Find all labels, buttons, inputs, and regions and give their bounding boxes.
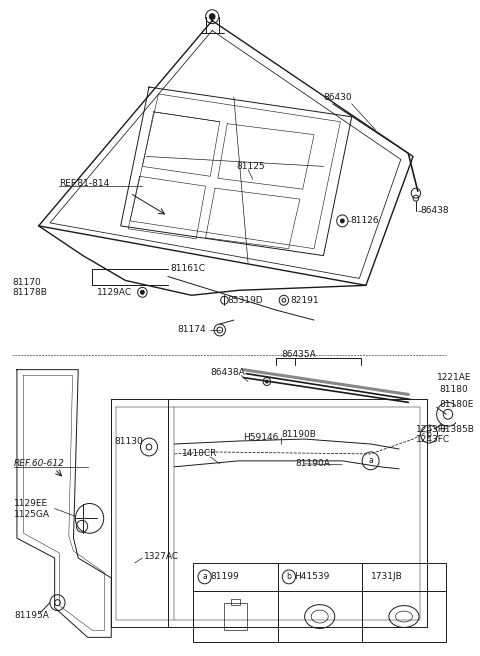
Ellipse shape	[396, 611, 412, 622]
Text: 81178B: 81178B	[12, 288, 47, 297]
Text: 1410CR: 1410CR	[182, 449, 217, 459]
Text: 81170: 81170	[12, 278, 41, 287]
Text: 86430: 86430	[324, 93, 352, 102]
Text: REF.81-814: REF.81-814	[60, 178, 109, 188]
Text: a: a	[202, 573, 207, 581]
Text: 81195A: 81195A	[14, 611, 49, 620]
Text: 86438A: 86438A	[210, 368, 245, 377]
Bar	[231, 599, 240, 605]
Text: 1125GA: 1125GA	[14, 510, 50, 519]
Text: 1243FF: 1243FF	[416, 424, 449, 434]
Text: 1243FC: 1243FC	[416, 434, 450, 443]
Text: 81130: 81130	[114, 436, 143, 445]
Text: 81180: 81180	[440, 385, 468, 394]
Text: 1221AE: 1221AE	[437, 373, 471, 382]
Text: 81199: 81199	[210, 573, 239, 581]
Bar	[224, 603, 247, 630]
Text: b: b	[287, 573, 291, 581]
Text: 81125: 81125	[237, 162, 265, 171]
Text: H41539: H41539	[295, 573, 330, 581]
Text: 81180E: 81180E	[440, 400, 474, 409]
Text: 81190A: 81190A	[295, 459, 330, 468]
Text: 82191: 82191	[290, 296, 319, 305]
Text: 81190B: 81190B	[281, 430, 316, 439]
Bar	[193, 563, 446, 642]
Text: 1731JB: 1731JB	[371, 573, 403, 581]
Text: 86435A: 86435A	[281, 350, 316, 359]
Text: H59146: H59146	[243, 432, 279, 441]
Text: 1129EE: 1129EE	[14, 499, 48, 508]
Text: 81174: 81174	[177, 325, 206, 335]
Text: 81161C: 81161C	[171, 264, 205, 273]
Text: 86438: 86438	[420, 207, 449, 216]
Text: a: a	[368, 457, 373, 465]
Circle shape	[209, 14, 215, 20]
Text: REF.60-612: REF.60-612	[14, 459, 65, 468]
Circle shape	[340, 219, 344, 223]
Text: b: b	[427, 430, 432, 439]
Text: 81126: 81126	[350, 216, 379, 226]
Text: 81385B: 81385B	[440, 424, 474, 434]
Text: 85319D: 85319D	[227, 296, 263, 305]
Circle shape	[141, 291, 144, 295]
Text: 1129AC: 1129AC	[97, 288, 132, 297]
Text: 1327AC: 1327AC	[144, 552, 180, 561]
Circle shape	[265, 380, 268, 383]
